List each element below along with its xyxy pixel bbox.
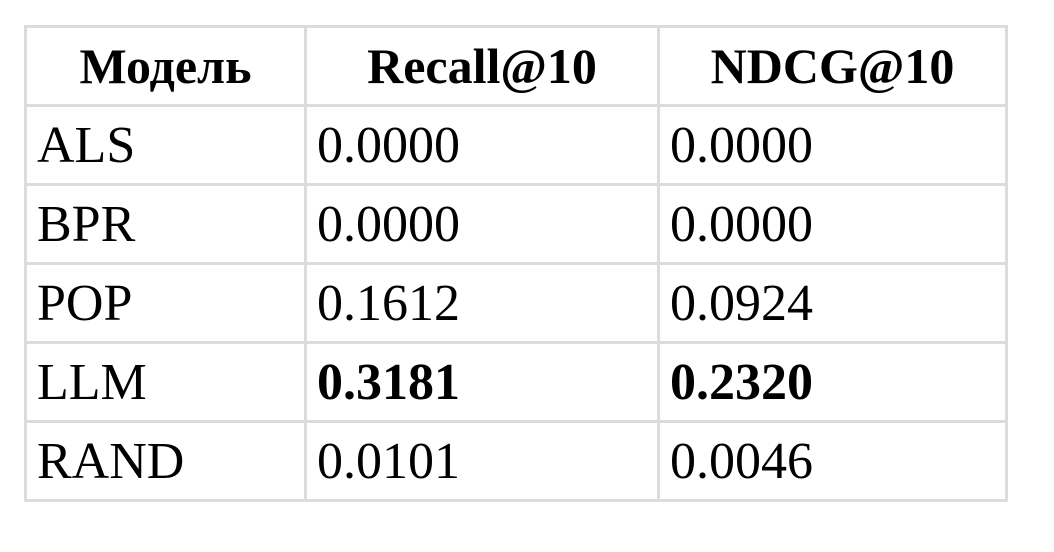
header-model: Модель [27,28,307,107]
table-row: BPR 0.0000 0.0000 [27,186,1008,265]
cell-recall: 0.0101 [307,423,660,502]
cell-ndcg: 0.0000 [660,186,1008,265]
cell-ndcg: 0.0000 [660,107,1008,186]
cell-ndcg: 0.0046 [660,423,1008,502]
results-table: Модель Recall@10 NDCG@10 ALS 0.0000 0.00… [24,25,1008,502]
cell-recall: 0.1612 [307,265,660,344]
cell-recall: 0.0000 [307,107,660,186]
cell-ndcg: 0.2320 [660,344,1008,423]
cell-model: BPR [27,186,307,265]
cell-recall: 0.0000 [307,186,660,265]
cell-model: LLM [27,344,307,423]
cell-model: ALS [27,107,307,186]
cell-recall: 0.3181 [307,344,660,423]
header-recall: Recall@10 [307,28,660,107]
table-row: LLM 0.3181 0.2320 [27,344,1008,423]
cell-model: POP [27,265,307,344]
cell-ndcg: 0.0924 [660,265,1008,344]
header-ndcg: NDCG@10 [660,28,1008,107]
table-row: ALS 0.0000 0.0000 [27,107,1008,186]
table-row: RAND 0.0101 0.0046 [27,423,1008,502]
table-row: POP 0.1612 0.0924 [27,265,1008,344]
cell-model: RAND [27,423,307,502]
table-header-row: Модель Recall@10 NDCG@10 [27,28,1008,107]
